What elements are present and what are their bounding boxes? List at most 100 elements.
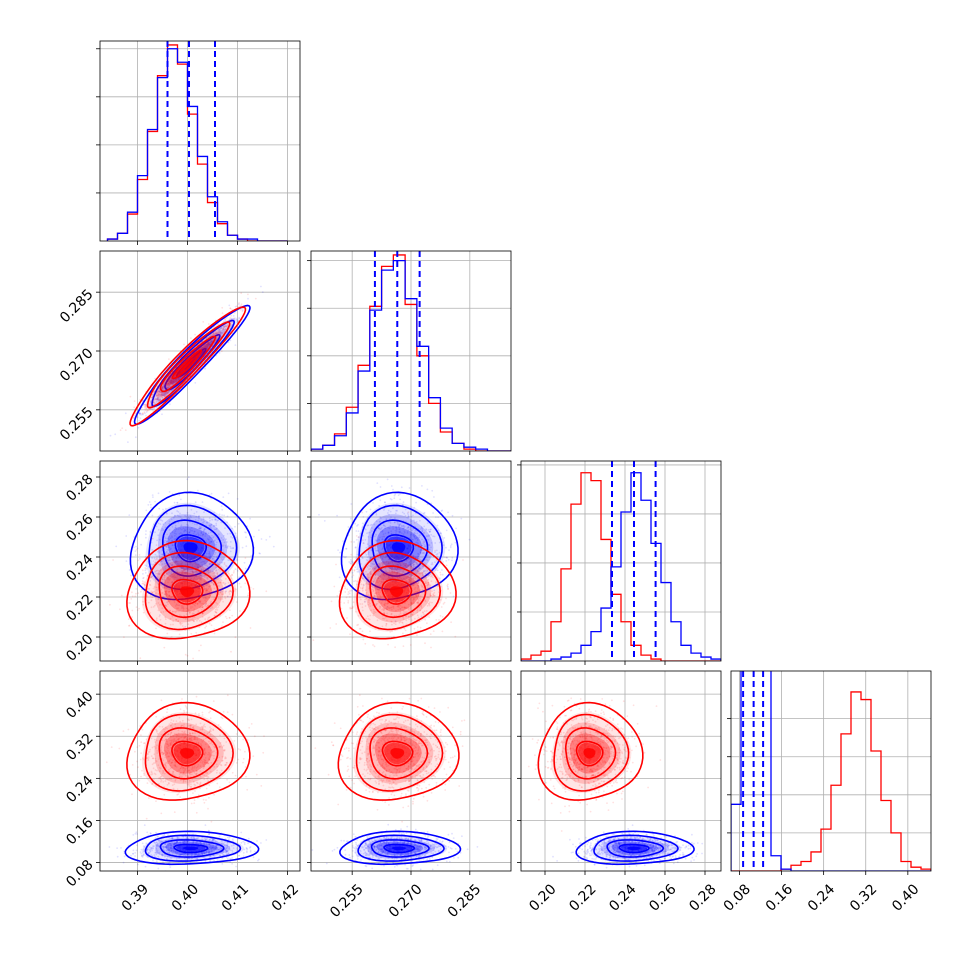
sample-point xyxy=(356,624,358,627)
sample-point xyxy=(380,517,382,520)
sample-point xyxy=(171,595,174,598)
sample-point xyxy=(123,636,125,638)
sample-point xyxy=(426,535,429,537)
sample-point xyxy=(447,558,450,561)
sample-point xyxy=(201,612,204,615)
sample-point xyxy=(223,325,225,328)
sample-point xyxy=(408,561,410,564)
sample-point xyxy=(163,592,166,595)
sample-point xyxy=(160,519,162,521)
sample-point xyxy=(174,524,177,527)
sample-point xyxy=(196,619,198,622)
sample-point xyxy=(417,553,420,556)
sample-point xyxy=(232,571,235,574)
sample-point xyxy=(395,614,398,617)
sample-point xyxy=(441,509,444,512)
sample-point xyxy=(209,519,211,522)
sample-point xyxy=(260,538,263,540)
sample-point xyxy=(165,586,168,589)
sample-point xyxy=(221,598,224,600)
sample-point xyxy=(206,577,208,579)
sample-point xyxy=(366,615,369,618)
sample-point xyxy=(445,546,447,549)
sample-point xyxy=(194,561,197,564)
sample-point xyxy=(365,559,368,561)
sample-point xyxy=(197,563,200,565)
sample-point xyxy=(193,608,196,611)
histogram-series_a xyxy=(521,472,721,661)
sample-point xyxy=(377,577,380,580)
sample-point xyxy=(139,412,142,415)
sample-point xyxy=(386,606,389,608)
sample-point xyxy=(212,598,215,601)
sample-point xyxy=(201,346,203,349)
sample-point xyxy=(157,592,160,595)
sample-point xyxy=(199,600,202,602)
sample-point xyxy=(208,590,210,593)
sample-point xyxy=(178,614,181,616)
sample-point xyxy=(369,556,372,559)
sample-point xyxy=(175,528,178,531)
sample-point xyxy=(114,433,117,436)
sample-point xyxy=(188,611,191,614)
sample-point xyxy=(387,526,390,529)
sample-point xyxy=(412,565,415,568)
sample-point xyxy=(146,409,149,412)
sample-point xyxy=(151,591,154,594)
sample-point xyxy=(190,562,192,565)
sample-point xyxy=(423,552,425,554)
sample-point xyxy=(427,574,430,577)
sample-point xyxy=(430,533,433,536)
sample-point xyxy=(207,532,210,535)
sample-point xyxy=(200,609,203,611)
sample-point xyxy=(175,378,177,381)
sample-point xyxy=(169,617,172,620)
contour-series_b xyxy=(146,321,231,409)
sample-point xyxy=(205,346,208,348)
sample-point xyxy=(191,565,194,568)
sample-point xyxy=(171,379,173,382)
sample-point xyxy=(167,603,169,605)
sample-point xyxy=(139,417,142,420)
sample-point xyxy=(396,521,399,524)
sample-point xyxy=(224,325,227,327)
sample-point xyxy=(164,590,166,593)
sample-point xyxy=(183,568,186,571)
sample-point xyxy=(144,584,146,587)
sample-point xyxy=(115,545,118,548)
sample-point xyxy=(170,380,173,383)
sample-point xyxy=(398,524,401,526)
sample-point xyxy=(377,558,379,560)
sample-point xyxy=(215,546,217,549)
sample-point xyxy=(383,611,385,614)
sample-point xyxy=(172,381,175,384)
sample-point xyxy=(234,636,237,639)
sample-point xyxy=(219,598,222,601)
sample-point xyxy=(430,528,432,531)
sample-point xyxy=(164,539,167,542)
sample-point xyxy=(427,544,430,546)
sample-point xyxy=(167,595,170,597)
sample-point xyxy=(220,327,222,329)
sample-point xyxy=(392,488,394,491)
sample-point xyxy=(181,517,183,520)
sample-point xyxy=(375,520,378,523)
sample-point xyxy=(145,414,147,417)
sample-point xyxy=(403,627,406,630)
sample-point xyxy=(192,619,194,621)
sample-point xyxy=(155,544,158,546)
sample-point xyxy=(112,559,114,561)
sample-point xyxy=(174,534,176,537)
sample-point xyxy=(193,575,196,578)
contour-series_a xyxy=(162,519,223,577)
sample-point xyxy=(388,513,390,516)
sample-point xyxy=(151,591,154,594)
sample-point xyxy=(193,530,196,533)
sample-point xyxy=(349,558,352,561)
sample-point xyxy=(399,531,402,534)
sample-point xyxy=(144,405,146,408)
sample-point xyxy=(192,612,195,615)
sample-point xyxy=(170,381,173,384)
sample-point xyxy=(442,544,445,546)
sample-point xyxy=(398,528,401,530)
